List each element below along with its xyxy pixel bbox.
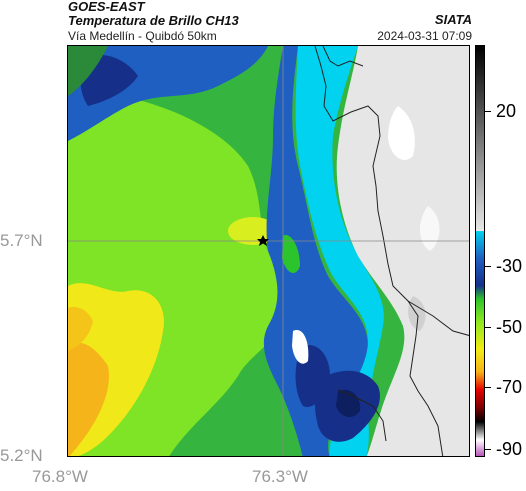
star-marker	[257, 235, 269, 246]
colorbar-label-minus-30: -30	[496, 256, 523, 276]
brightness-temperature-map[interactable]	[67, 45, 470, 457]
lon-label-76-3: 76.3°W	[252, 467, 308, 486]
timestamp: 2024-03-31 07:09	[377, 29, 472, 43]
colorbar-tick-minus-30	[485, 266, 491, 267]
route-subtitle: Vía Medellín - Quibdó 50km	[68, 29, 217, 43]
colorbar-tick-minus-90	[485, 449, 491, 450]
colorbar-tick-minus-70	[485, 387, 491, 388]
lon-label-76-8: 76.8°W	[32, 467, 88, 486]
lat-label-5-2: 5.2°N	[0, 446, 43, 465]
product-title: Temperatura de Brillo CH13	[68, 13, 239, 28]
satellite-name: GOES-EAST	[68, 0, 145, 14]
colorbar-label-minus-50: -50	[496, 317, 523, 337]
organization-label: SIATA	[434, 12, 472, 27]
colorbar-tick-minus-50	[485, 327, 491, 328]
colorbar-label-minus-90: -90	[496, 439, 523, 459]
colorbar-tick-20	[485, 111, 491, 112]
lat-label-5-7: 5.7°N	[0, 231, 43, 250]
colorbar-label-minus-70: -70	[496, 377, 523, 397]
colorbar-label-20: 20	[496, 101, 517, 121]
temperature-colorbar	[475, 45, 485, 457]
